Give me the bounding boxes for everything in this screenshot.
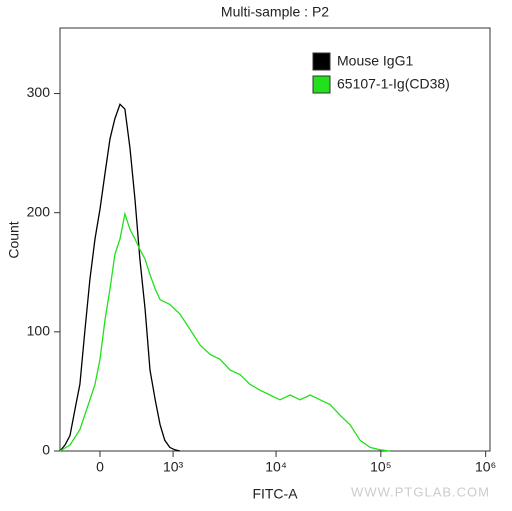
y-tick-label: 200 <box>27 203 51 219</box>
histogram-line <box>59 103 181 452</box>
legend-swatch <box>312 52 331 71</box>
x-tick-label: 0 <box>96 459 104 475</box>
legend-label: Mouse IgG1 <box>337 53 413 69</box>
x-tick-label: 10⁶ <box>475 459 496 475</box>
x-axis-label: FITC-A <box>252 486 298 502</box>
y-axis-label: Count <box>6 221 22 258</box>
x-tick-label: 10⁴ <box>265 459 287 475</box>
x-tick-label: 10³ <box>163 459 184 475</box>
legend-label: 65107-1-Ig(CD38) <box>337 76 450 92</box>
y-tick-label: 0 <box>42 442 50 458</box>
plot-frame <box>59 27 491 452</box>
legend-swatch <box>312 75 331 94</box>
x-tick-label: 10⁵ <box>370 459 391 475</box>
chart-title: Multi-sample : P2 <box>221 4 329 20</box>
y-tick-label: 300 <box>27 84 51 100</box>
y-tick-label: 100 <box>27 323 51 339</box>
watermark: WWW.PTGLAB.COM <box>351 484 490 499</box>
histogram-line <box>59 211 391 452</box>
